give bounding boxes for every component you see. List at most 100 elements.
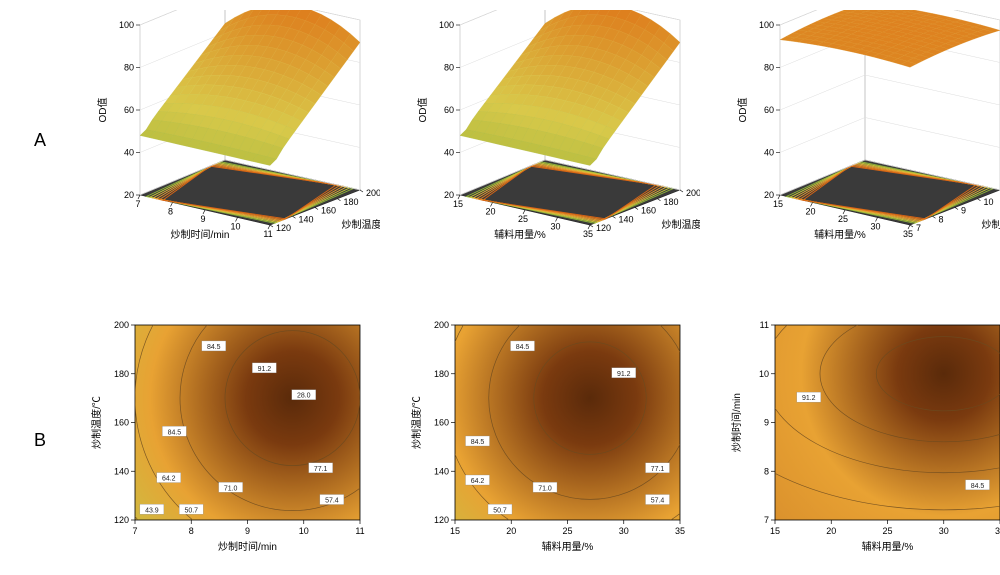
svg-text:10: 10	[299, 526, 309, 536]
svg-text:9: 9	[245, 526, 250, 536]
svg-text:11: 11	[355, 526, 364, 536]
svg-text:20: 20	[826, 526, 836, 536]
svg-text:140: 140	[299, 214, 314, 224]
svg-text:140: 140	[619, 214, 634, 224]
svg-text:120: 120	[596, 223, 611, 233]
svg-text:200: 200	[434, 320, 449, 330]
svg-text:炒制时间/min: 炒制时间/min	[218, 540, 277, 553]
svg-text:180: 180	[664, 197, 679, 207]
svg-text:180: 180	[114, 369, 129, 379]
svg-text:OD值: OD值	[96, 98, 109, 123]
svg-text:OD值: OD值	[736, 98, 749, 123]
svg-text:10: 10	[230, 222, 240, 232]
svg-text:80: 80	[764, 63, 774, 73]
svg-text:9: 9	[764, 418, 769, 428]
svg-text:15: 15	[450, 526, 460, 536]
svg-text:120: 120	[276, 223, 291, 233]
svg-text:35: 35	[583, 229, 593, 239]
surface-plot-aux-temp: 20406080100OD值1520253035辅料用量/%1201401601…	[400, 10, 700, 270]
svg-text:炒制温度/℃: 炒制温度/℃	[662, 218, 701, 231]
svg-text:77.1: 77.1	[314, 466, 328, 473]
svg-text:71.0: 71.0	[538, 485, 552, 492]
svg-text:7: 7	[764, 515, 769, 525]
svg-text:30: 30	[550, 222, 560, 232]
svg-text:10: 10	[984, 197, 994, 207]
svg-text:64.2: 64.2	[162, 476, 176, 483]
svg-text:91.2: 91.2	[802, 395, 816, 402]
svg-text:91.2: 91.2	[258, 366, 272, 373]
svg-text:35: 35	[995, 526, 1000, 536]
svg-text:60: 60	[444, 105, 454, 115]
svg-text:160: 160	[321, 206, 336, 216]
svg-text:15: 15	[453, 199, 463, 209]
contour-plot-aux-temp: 84.591.284.577.164.271.057.450.715202530…	[400, 310, 700, 570]
svg-text:7: 7	[132, 526, 137, 536]
svg-text:80: 80	[124, 63, 134, 73]
svg-text:84.5: 84.5	[471, 439, 485, 446]
svg-text:57.4: 57.4	[651, 498, 665, 505]
contour-plot-aux-time: 91.284.515202530357891011辅料用量/%炒制时间/min	[720, 310, 1000, 570]
svg-text:100: 100	[119, 20, 134, 30]
svg-text:辅料用量/%: 辅料用量/%	[542, 540, 594, 553]
svg-text:60: 60	[764, 105, 774, 115]
svg-text:30: 30	[939, 526, 949, 536]
svg-text:OD值: OD值	[416, 98, 429, 123]
svg-text:40: 40	[124, 148, 134, 158]
svg-text:25: 25	[838, 214, 848, 224]
svg-text:84.5: 84.5	[971, 483, 985, 490]
svg-text:80: 80	[444, 63, 454, 73]
svg-text:20: 20	[485, 207, 495, 217]
svg-text:77.1: 77.1	[651, 466, 665, 473]
surface-plot-time-temp: 20406080100OD值7891011炒制时间/min12014016018…	[80, 10, 380, 270]
svg-text:84.5: 84.5	[207, 344, 221, 351]
svg-text:辅料用量/%: 辅料用量/%	[862, 540, 914, 553]
svg-text:辅料用量/%: 辅料用量/%	[494, 228, 546, 241]
svg-text:40: 40	[764, 148, 774, 158]
svg-text:100: 100	[759, 20, 774, 30]
svg-text:炒制温度/℃: 炒制温度/℃	[342, 218, 381, 231]
svg-text:140: 140	[434, 466, 449, 476]
svg-text:8: 8	[939, 214, 944, 224]
svg-text:180: 180	[434, 369, 449, 379]
svg-text:160: 160	[114, 418, 129, 428]
svg-text:200: 200	[686, 188, 700, 198]
svg-text:160: 160	[641, 206, 656, 216]
svg-text:60: 60	[124, 105, 134, 115]
svg-text:7: 7	[135, 199, 140, 209]
svg-text:炒制温度/℃: 炒制温度/℃	[90, 396, 103, 449]
svg-text:15: 15	[770, 526, 780, 536]
svg-text:64.2: 64.2	[471, 478, 485, 485]
svg-text:25: 25	[882, 526, 892, 536]
svg-text:8: 8	[168, 207, 173, 217]
svg-text:8: 8	[764, 466, 769, 476]
svg-text:200: 200	[114, 320, 129, 330]
svg-text:11: 11	[263, 229, 272, 239]
svg-text:84.5: 84.5	[168, 429, 182, 436]
svg-text:28.0: 28.0	[297, 393, 311, 400]
svg-text:91.2: 91.2	[617, 371, 631, 378]
svg-text:15: 15	[773, 199, 783, 209]
svg-text:40: 40	[444, 148, 454, 158]
svg-text:180: 180	[344, 197, 359, 207]
svg-text:160: 160	[434, 418, 449, 428]
svg-text:30: 30	[870, 222, 880, 232]
svg-text:71.0: 71.0	[224, 485, 238, 492]
svg-text:43.9: 43.9	[145, 507, 159, 514]
svg-text:9: 9	[200, 214, 205, 224]
svg-text:辅料用量/%: 辅料用量/%	[814, 228, 866, 241]
svg-text:35: 35	[903, 229, 913, 239]
svg-text:140: 140	[114, 466, 129, 476]
svg-text:10: 10	[759, 369, 769, 379]
svg-text:100: 100	[439, 20, 454, 30]
svg-text:50.7: 50.7	[184, 507, 198, 514]
svg-text:7: 7	[916, 223, 921, 233]
svg-text:25: 25	[518, 214, 528, 224]
svg-text:20: 20	[506, 526, 516, 536]
svg-text:84.5: 84.5	[516, 344, 530, 351]
svg-text:57.4: 57.4	[325, 498, 339, 505]
svg-text:20: 20	[124, 190, 134, 200]
svg-text:11: 11	[760, 320, 769, 330]
svg-text:25: 25	[562, 526, 572, 536]
svg-text:35: 35	[675, 526, 685, 536]
svg-text:120: 120	[114, 515, 129, 525]
